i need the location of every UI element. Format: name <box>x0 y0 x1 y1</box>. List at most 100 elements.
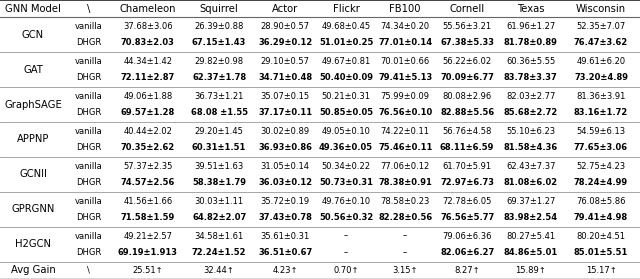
Text: 79.41±5.13: 79.41±5.13 <box>378 73 433 82</box>
Text: 76.08±5.86: 76.08±5.86 <box>576 197 626 206</box>
Text: 72.78±6.05: 72.78±6.05 <box>442 197 492 206</box>
Text: Flickr: Flickr <box>333 4 360 14</box>
Text: 72.24±1.52: 72.24±1.52 <box>192 248 246 257</box>
Text: 69.57±1.28: 69.57±1.28 <box>121 108 175 117</box>
Text: 60.36±5.55: 60.36±5.55 <box>506 57 556 66</box>
Text: 69.37±1.27: 69.37±1.27 <box>506 197 556 206</box>
Text: 76.47±3.62: 76.47±3.62 <box>574 39 628 47</box>
Text: 35.61±0.31: 35.61±0.31 <box>260 232 310 240</box>
Text: 81.08±6.02: 81.08±6.02 <box>504 178 558 187</box>
Text: Actor: Actor <box>272 4 298 14</box>
Text: 67.38±5.33: 67.38±5.33 <box>440 39 494 47</box>
Text: 50.34±0.22: 50.34±0.22 <box>321 162 371 171</box>
Text: 61.70±5.91: 61.70±5.91 <box>443 162 492 171</box>
Text: 34.71±0.48: 34.71±0.48 <box>258 73 312 82</box>
Text: 49.67±0.81: 49.67±0.81 <box>321 57 371 66</box>
Text: 29.20±1.45: 29.20±1.45 <box>195 127 244 136</box>
Text: 55.10±6.23: 55.10±6.23 <box>506 127 556 136</box>
Text: 39.51±1.63: 39.51±1.63 <box>195 162 244 171</box>
Text: 36.93±0.86: 36.93±0.86 <box>258 143 312 152</box>
Text: 35.07±0.15: 35.07±0.15 <box>260 92 310 101</box>
Text: GraphSAGE: GraphSAGE <box>4 100 62 110</box>
Text: DHGR: DHGR <box>76 178 101 187</box>
Text: \: \ <box>87 4 90 14</box>
Text: FB100: FB100 <box>390 4 421 14</box>
Text: 74.22±0.11: 74.22±0.11 <box>381 127 429 136</box>
Text: Cornell: Cornell <box>449 4 484 14</box>
Text: 49.06±1.88: 49.06±1.88 <box>124 92 172 101</box>
Text: 8.27↑: 8.27↑ <box>454 266 480 275</box>
Text: DHGR: DHGR <box>76 248 101 257</box>
Text: 25.51↑: 25.51↑ <box>132 266 163 275</box>
Text: 76.56±0.10: 76.56±0.10 <box>378 108 433 117</box>
Text: 83.98±2.54: 83.98±2.54 <box>504 213 558 222</box>
Text: 78.38±0.91: 78.38±0.91 <box>378 178 432 187</box>
Text: 79.06±6.36: 79.06±6.36 <box>442 232 492 240</box>
Text: 85.68±2.72: 85.68±2.72 <box>504 108 558 117</box>
Text: Wisconsin: Wisconsin <box>576 4 626 14</box>
Text: GPRGNN: GPRGNN <box>12 204 55 214</box>
Text: GAT: GAT <box>23 65 43 75</box>
Text: 35.72±0.19: 35.72±0.19 <box>260 197 310 206</box>
Text: 70.09±6.77: 70.09±6.77 <box>440 73 494 82</box>
Text: 82.28±0.56: 82.28±0.56 <box>378 213 433 222</box>
Text: H2GCN: H2GCN <box>15 239 51 249</box>
Text: 49.61±6.20: 49.61±6.20 <box>577 57 626 66</box>
Text: 82.03±2.77: 82.03±2.77 <box>506 92 556 101</box>
Text: 36.73±1.21: 36.73±1.21 <box>195 92 244 101</box>
Text: DHGR: DHGR <box>76 213 101 222</box>
Text: 31.05±0.14: 31.05±0.14 <box>260 162 310 171</box>
Text: 15.17↑: 15.17↑ <box>586 266 616 275</box>
Text: 75.46±0.11: 75.46±0.11 <box>378 143 433 152</box>
Text: 50.73±0.31: 50.73±0.31 <box>319 178 373 187</box>
Text: 72.97±6.73: 72.97±6.73 <box>440 178 494 187</box>
Text: 84.86±5.01: 84.86±5.01 <box>504 248 558 257</box>
Text: 55.56±3.21: 55.56±3.21 <box>443 22 492 31</box>
Text: vanilla: vanilla <box>75 232 102 240</box>
Text: 49.21±2.57: 49.21±2.57 <box>124 232 172 240</box>
Text: 50.40±0.09: 50.40±0.09 <box>319 73 373 82</box>
Text: 62.43±7.37: 62.43±7.37 <box>506 162 556 171</box>
Text: 68.11±6.59: 68.11±6.59 <box>440 143 494 152</box>
Text: 32.44↑: 32.44↑ <box>204 266 234 275</box>
Text: vanilla: vanilla <box>75 162 102 171</box>
Text: 67.15±1.43: 67.15±1.43 <box>192 39 246 47</box>
Text: 49.05±0.10: 49.05±0.10 <box>322 127 371 136</box>
Text: 34.58±1.61: 34.58±1.61 <box>195 232 244 240</box>
Text: 37.17±0.11: 37.17±0.11 <box>258 108 312 117</box>
Text: 56.22±6.02: 56.22±6.02 <box>443 57 492 66</box>
Text: 74.57±2.56: 74.57±2.56 <box>120 178 175 187</box>
Text: 51.01±0.25: 51.01±0.25 <box>319 39 373 47</box>
Text: 77.65±3.06: 77.65±3.06 <box>574 143 628 152</box>
Text: –: – <box>344 232 348 240</box>
Text: 50.85±0.05: 50.85±0.05 <box>319 108 373 117</box>
Text: 30.02±0.89: 30.02±0.89 <box>260 127 310 136</box>
Text: 54.59±6.13: 54.59±6.13 <box>577 127 626 136</box>
Text: 73.20±4.89: 73.20±4.89 <box>574 73 628 82</box>
Text: 29.82±0.98: 29.82±0.98 <box>195 57 244 66</box>
Text: \: \ <box>87 266 90 275</box>
Text: 3.15↑: 3.15↑ <box>392 266 418 275</box>
Text: 80.27±5.41: 80.27±5.41 <box>506 232 556 240</box>
Text: 60.31±1.51: 60.31±1.51 <box>192 143 246 152</box>
Text: 28.90±0.57: 28.90±0.57 <box>260 22 310 31</box>
Text: DHGR: DHGR <box>76 39 101 47</box>
Text: 30.03±1.11: 30.03±1.11 <box>195 197 244 206</box>
Text: 52.75±4.23: 52.75±4.23 <box>577 162 626 171</box>
Text: 80.20±4.51: 80.20±4.51 <box>577 232 625 240</box>
Text: 76.56±5.77: 76.56±5.77 <box>440 213 494 222</box>
Text: vanilla: vanilla <box>75 127 102 136</box>
Text: DHGR: DHGR <box>76 73 101 82</box>
Text: 49.36±0.05: 49.36±0.05 <box>319 143 373 152</box>
Text: DHGR: DHGR <box>76 143 101 152</box>
Text: 70.01±0.66: 70.01±0.66 <box>381 57 430 66</box>
Text: 83.78±3.37: 83.78±3.37 <box>504 73 557 82</box>
Text: 50.21±0.31: 50.21±0.31 <box>321 92 371 101</box>
Text: 41.56±1.66: 41.56±1.66 <box>124 197 172 206</box>
Text: 71.58±1.59: 71.58±1.59 <box>121 213 175 222</box>
Text: 36.03±0.12: 36.03±0.12 <box>258 178 312 187</box>
Text: 50.56±0.32: 50.56±0.32 <box>319 213 373 222</box>
Text: 85.01±5.51: 85.01±5.51 <box>574 248 628 257</box>
Text: 81.78±0.89: 81.78±0.89 <box>504 39 557 47</box>
Text: vanilla: vanilla <box>75 197 102 206</box>
